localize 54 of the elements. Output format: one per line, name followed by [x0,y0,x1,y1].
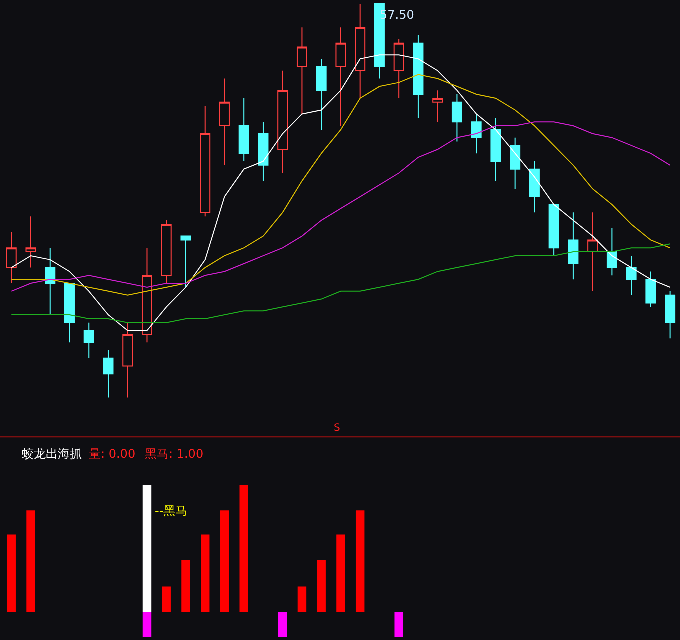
candlestick [180,236,192,288]
candlestick [606,228,618,276]
candlestick [26,216,36,268]
candlestick [355,3,366,99]
bar [394,612,404,638]
text: S [334,423,340,434]
text: 黑马: 1.00 [145,447,204,461]
bar [142,485,152,612]
candlestick [548,204,560,256]
candlestick [64,283,75,344]
candlestick [529,160,540,214]
candlestick [336,27,346,127]
bar [317,560,326,612]
candlestick [471,114,482,154]
text: 量: 0.00 [89,447,136,461]
candlestick [142,248,152,344]
bar [7,534,16,612]
chart-title: 蛟龙出海抓 [22,447,82,461]
candlestick [122,322,134,398]
candlestick [45,248,56,316]
candlestick [296,27,308,115]
bar [201,534,210,612]
candlestick [626,255,637,296]
bar [278,612,288,638]
candlestick [452,94,462,142]
candlestick [490,118,502,182]
bar [356,510,365,612]
candlestick [413,34,424,119]
bar [336,534,346,612]
candlestick [568,212,579,280]
candlestick [6,232,17,284]
bar [26,510,36,612]
candlestick [84,322,94,359]
bar [298,586,307,612]
bar [182,560,190,612]
candlestick [278,70,288,174]
candlestick [316,58,327,130]
candlestick [665,290,676,340]
candlestick [646,271,656,308]
bar [142,612,152,638]
bar [162,586,171,612]
candlestick [219,78,230,166]
candlestick [238,98,250,162]
candlestick [432,90,444,123]
candlestick [103,350,114,398]
candlestick [510,137,521,190]
bar [220,510,230,612]
candlestick [394,38,404,99]
series-label: --黑马 [155,504,188,518]
candlestick [200,106,211,218]
candlestick [588,212,598,292]
candlestick [161,220,172,284]
candlestick [258,122,269,182]
bar [240,485,248,612]
